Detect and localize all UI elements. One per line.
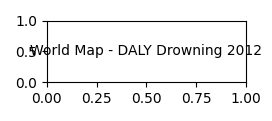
Text: World Map - DALY Drowning 2012: World Map - DALY Drowning 2012 — [30, 44, 262, 58]
